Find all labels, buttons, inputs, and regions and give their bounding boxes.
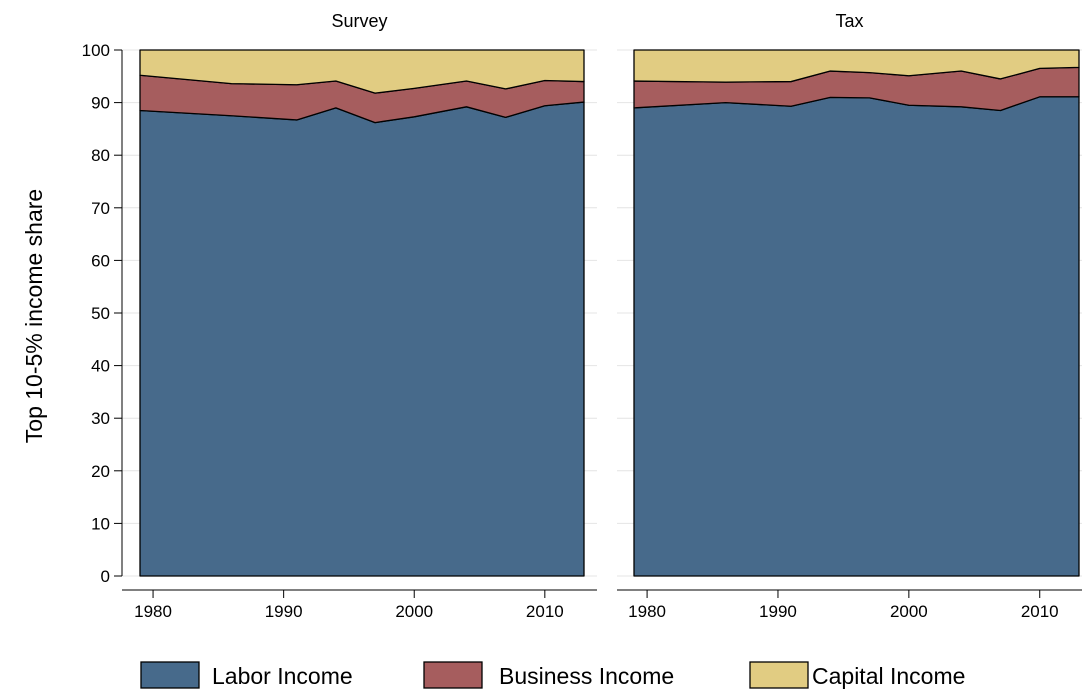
area-labor (633, 96, 1080, 577)
y-tick-label: 30 (91, 409, 110, 428)
panels: Survey 0 10 20 30 40 50 60 70 80 90 100 1980 1990 2000… (82, 11, 1082, 621)
legend: Labor Income Business Income Capital Incom… (140, 661, 965, 689)
panel-title: Tax (835, 11, 863, 31)
x-tick-label: 2000 (890, 602, 928, 621)
y-tick-label: 70 (91, 199, 110, 218)
legend-swatch (749, 661, 809, 689)
area-capital (633, 49, 1080, 83)
x-tick-label: 2010 (1021, 602, 1059, 621)
x-tick-label: 1990 (265, 602, 303, 621)
x-tick-label: 1980 (628, 602, 666, 621)
legend-item-labor: Labor Income (140, 661, 353, 689)
area-capital (139, 49, 585, 94)
y-tick-label: 60 (91, 251, 110, 270)
legend-item-capital: Capital Income (749, 661, 965, 689)
y-tick-label: 40 (91, 357, 110, 376)
y-tick-label: 50 (91, 304, 110, 323)
legend-label: Capital Income (812, 663, 965, 689)
x-tick-label: 1990 (759, 602, 797, 621)
y-tick-label: 80 (91, 146, 110, 165)
legend-item-business: Business Income (423, 661, 674, 689)
y-tick-label: 100 (82, 41, 110, 60)
x-tick-label: 2000 (395, 602, 433, 621)
panel-tax: Tax 1980 1990 2000 2010 (617, 11, 1082, 621)
panel-title: Survey (331, 11, 387, 31)
y-tick-label: 20 (91, 462, 110, 481)
y-tick-label: 10 (91, 514, 110, 533)
legend-label: Labor Income (212, 663, 353, 689)
y-axis-title: Top 10-5% income share (21, 189, 47, 443)
y-tick-label: 90 (91, 94, 110, 113)
legend-swatch (423, 661, 483, 689)
x-tick-label: 1980 (134, 602, 172, 621)
panel-survey: Survey 0 10 20 30 40 50 60 70 80 90 100 1980 1990 2000… (82, 11, 597, 621)
y-tick-label: 0 (101, 567, 110, 586)
legend-swatch (140, 661, 200, 689)
x-tick-label: 2010 (526, 602, 564, 621)
legend-label: Business Income (499, 663, 674, 689)
area-labor (139, 101, 585, 577)
